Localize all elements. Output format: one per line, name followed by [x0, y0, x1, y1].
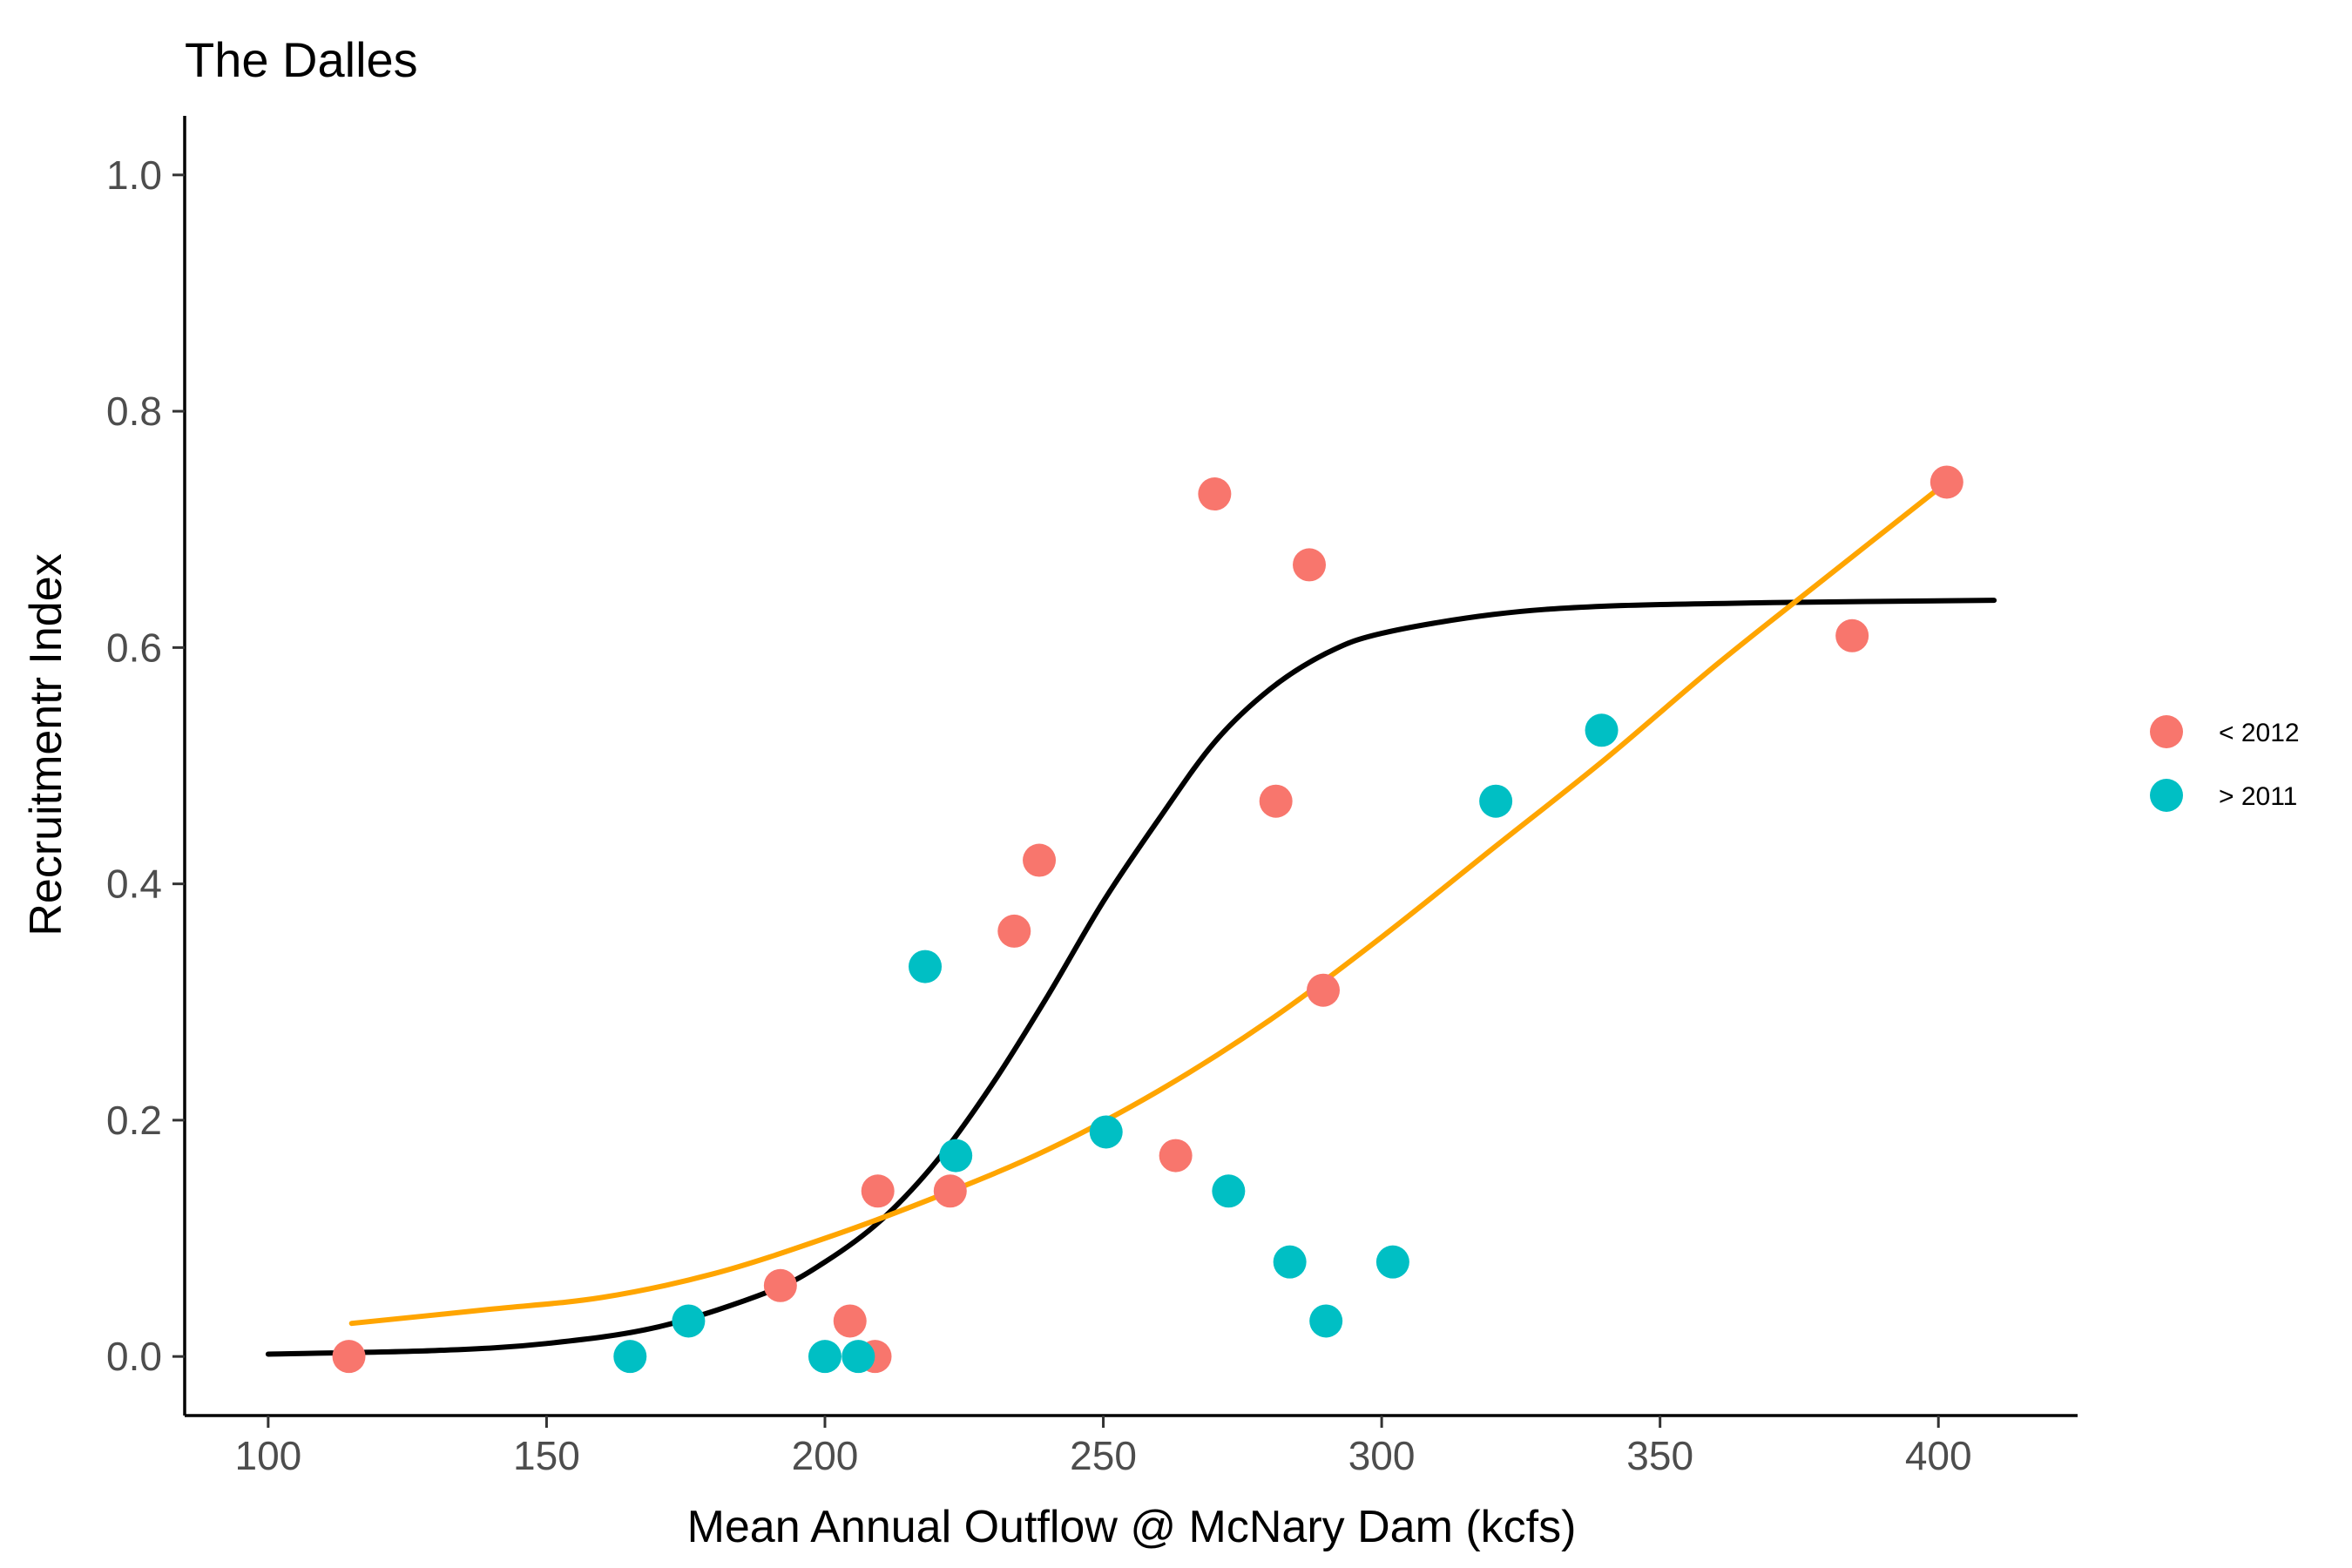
x-tick-label: 200 — [792, 1433, 859, 1478]
point-before-2012 — [1306, 973, 1340, 1007]
point-after-2011 — [939, 1139, 973, 1173]
y-tick-label: 1.0 — [106, 152, 162, 198]
y-tick-label: 0.6 — [106, 625, 162, 670]
point-before-2012 — [1293, 548, 1327, 582]
y-tick-label: 0.4 — [106, 862, 162, 907]
point-after-2011 — [1212, 1174, 1246, 1208]
point-after-2011 — [613, 1340, 647, 1374]
point-after-2011 — [808, 1340, 841, 1374]
x-axis-ticks: 100 150 200 250 300 350 400 — [234, 1416, 1972, 1478]
logistic-fit-line — [265, 598, 1997, 1357]
x-tick-label: 300 — [1348, 1433, 1416, 1478]
point-after-2011 — [1585, 713, 1619, 747]
chart-title: The Dalles — [185, 32, 418, 87]
legend-key-after-2011 — [2150, 779, 2183, 812]
orange-fit-line — [348, 479, 1950, 1327]
point-after-2011 — [1273, 1245, 1307, 1279]
legend-key-before-2012 — [2150, 715, 2183, 748]
y-tick-label: 0.0 — [106, 1334, 162, 1379]
legend: < 2012 > 2011 — [2150, 715, 2300, 812]
point-after-2011 — [909, 950, 943, 983]
point-after-2011 — [1089, 1115, 1123, 1149]
x-tick-label: 250 — [1070, 1433, 1137, 1478]
point-before-2012 — [861, 1174, 895, 1208]
point-after-2011 — [1375, 1245, 1409, 1279]
point-before-2012 — [1930, 465, 1963, 499]
x-tick-label: 100 — [234, 1433, 301, 1478]
point-after-2011 — [841, 1340, 875, 1374]
fit-lines — [265, 479, 1997, 1357]
point-before-2012 — [1835, 618, 1869, 652]
point-after-2011 — [672, 1304, 706, 1338]
point-before-2012 — [1159, 1139, 1193, 1173]
point-before-2012 — [763, 1268, 797, 1302]
point-after-2011 — [1479, 784, 1513, 818]
point-before-2012 — [1198, 477, 1232, 511]
point-before-2012 — [332, 1340, 366, 1374]
y-tick-label: 0.8 — [106, 389, 162, 434]
x-axis-title: Mean Annual Outflow @ McNary Dam (kcfs) — [687, 1502, 1577, 1552]
point-after-2011 — [1309, 1304, 1343, 1338]
data-points — [332, 465, 1963, 1374]
point-before-2012 — [1023, 843, 1057, 877]
y-axis-title: Recruitmentr Index — [21, 553, 71, 936]
y-axis-ticks: 0.0 0.2 0.4 0.6 0.8 1.0 — [106, 152, 185, 1379]
point-before-2012 — [1259, 784, 1293, 818]
y-tick-label: 0.2 — [106, 1098, 162, 1143]
x-tick-label: 150 — [513, 1433, 580, 1478]
legend-label: < 2012 — [2219, 719, 2300, 747]
x-tick-label: 350 — [1626, 1433, 1693, 1478]
x-tick-label: 400 — [1905, 1433, 1972, 1478]
point-before-2012 — [997, 914, 1031, 948]
point-before-2012 — [833, 1304, 867, 1338]
point-before-2012 — [933, 1174, 967, 1208]
legend-label: > 2011 — [2219, 782, 2297, 811]
